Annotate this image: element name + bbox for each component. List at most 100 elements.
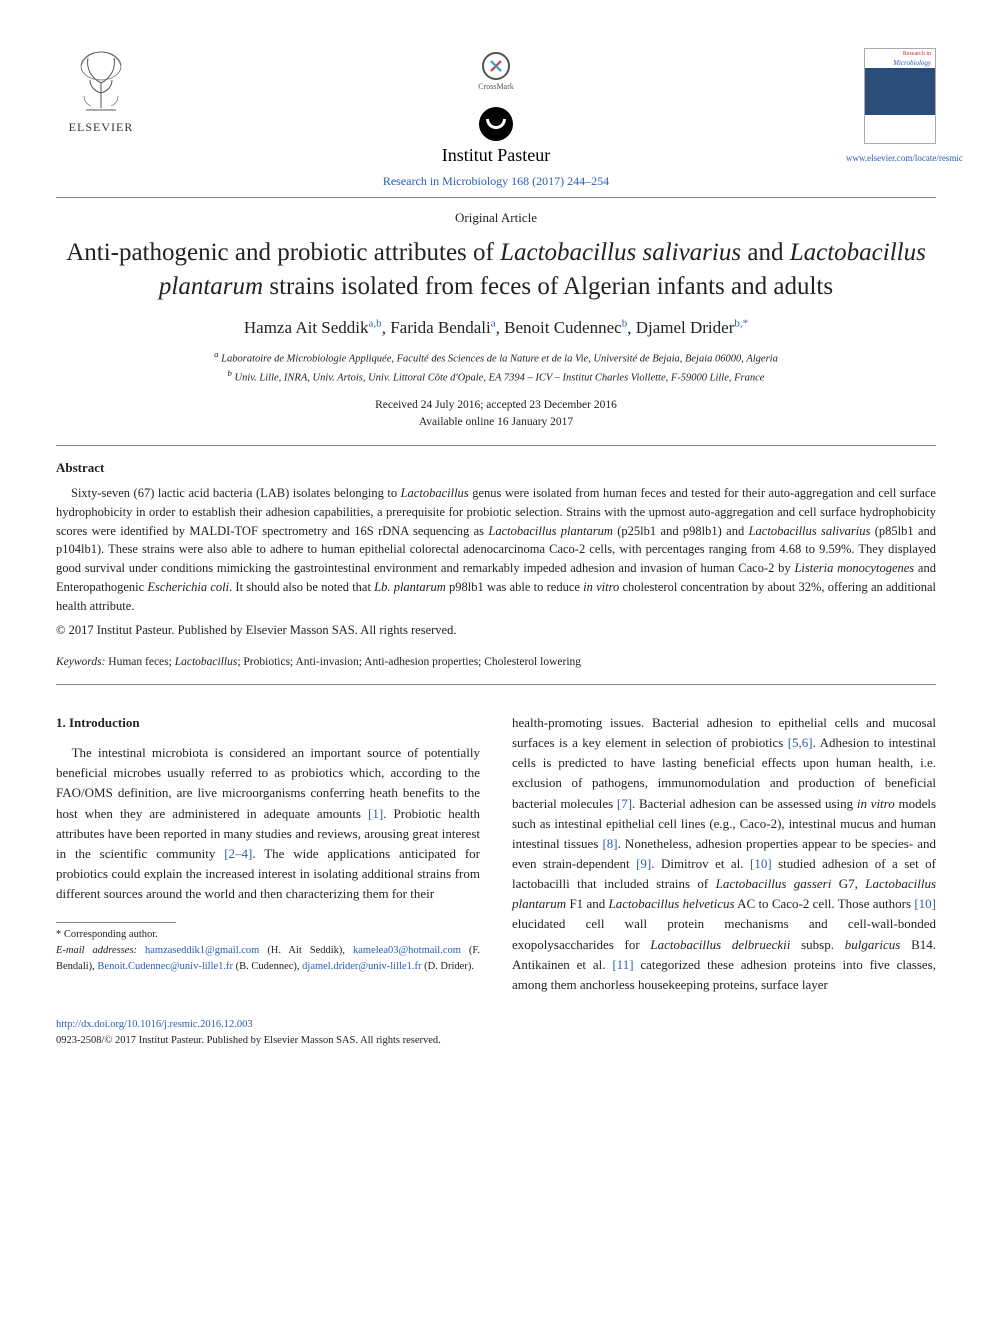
author-name: Hamza Ait Seddik — [244, 318, 369, 337]
italic-term: in vitro — [583, 580, 619, 594]
keywords-label: Keywords: — [56, 656, 105, 668]
author-name: Benoit Cudennec — [504, 318, 622, 337]
email-link[interactable]: hamzaseddik1@gmail.com — [145, 945, 259, 956]
article-type: Original Article — [56, 210, 936, 226]
email-link[interactable]: kamelea03@hotmail.com — [353, 945, 461, 956]
publisher-name: ELSEVIER — [69, 120, 134, 135]
author-affil-link[interactable]: a — [491, 318, 496, 330]
email-link[interactable]: djamel.drider@univ-lille1.fr — [302, 961, 421, 972]
doi-link[interactable]: http://dx.doi.org/10.1016/j.resmic.2016.… — [56, 1019, 253, 1030]
divider — [56, 445, 936, 446]
author-name: Djamel Drider — [636, 318, 735, 337]
species-name: Lactobacillus salivarius — [749, 524, 871, 538]
abstract-text: . It should also be noted that — [229, 580, 374, 594]
footnotes: * Corresponding author. E-mail addresses… — [56, 927, 480, 974]
title-species-1: Lactobacillus salivarius — [500, 239, 741, 266]
abstract-copyright: © 2017 Institut Pasteur. Published by El… — [56, 621, 936, 640]
citation-link[interactable]: [9] — [636, 856, 651, 871]
citation-link[interactable]: [5,6] — [788, 735, 813, 750]
title-text: and — [741, 239, 790, 266]
article-dates: Received 24 July 2016; accepted 23 Decem… — [56, 397, 936, 432]
divider — [56, 197, 936, 198]
citation-link[interactable]: [7] — [617, 796, 632, 811]
keywords-text: ; Probiotics; Anti-invasion; Anti-adhesi… — [237, 656, 581, 668]
keywords-line: Keywords: Human feces; Lactobacillus; Pr… — [56, 656, 936, 668]
citation-link[interactable]: [10] — [914, 896, 936, 911]
body-text: G7, — [831, 876, 865, 891]
email-owner: (B. Cudennec) — [236, 961, 297, 972]
corresponding-mark[interactable]: * — [743, 318, 749, 330]
keywords-text: Human feces; — [105, 656, 174, 668]
issn-copyright: 0923-2508/© 2017 Institut Pasteur. Publi… — [56, 1035, 441, 1046]
email-owner: (H. Ait Seddik) — [267, 945, 342, 956]
italic-term: in vitro — [857, 796, 895, 811]
author: Benoit Cudennecb — [504, 318, 627, 337]
email-label: E-mail addresses: — [56, 945, 137, 956]
species-name: Lactobacillus gasseri — [716, 876, 832, 891]
footnote-divider — [56, 922, 176, 923]
received-accepted: Received 24 July 2016; accepted 23 Decem… — [56, 397, 936, 414]
citation-link[interactable]: [11] — [612, 957, 633, 972]
abstract-body: Sixty-seven (67) lactic acid bacteria (L… — [56, 484, 936, 640]
right-column: health-promoting issues. Bacterial adhes… — [512, 713, 936, 995]
pasteur-text: Institut Pasteur — [442, 145, 551, 166]
author: Djamel Driderb,* — [636, 318, 748, 337]
species-name: bulgaricus — [845, 937, 901, 952]
affiliation-text: Laboratoire de Microbiologie Appliquée, … — [221, 354, 778, 365]
body-text: subsp. — [790, 937, 844, 952]
species-name: Lactobacillus helveticus — [609, 896, 735, 911]
journal-reference: Research in Microbiology 168 (2017) 244–… — [146, 174, 846, 189]
section-heading: 1. Introduction — [56, 713, 480, 733]
journal-cover-thumb[interactable] — [864, 48, 936, 144]
body-columns: 1. Introduction The intestinal microbiot… — [56, 713, 936, 995]
citation-link[interactable]: [10] — [750, 856, 772, 871]
crossmark-badge[interactable]: CrossMark — [478, 52, 514, 91]
body-text: . Dimitrov et al. — [651, 856, 750, 871]
publisher-logo[interactable]: ELSEVIER — [56, 48, 146, 135]
page-footer: http://dx.doi.org/10.1016/j.resmic.2016.… — [56, 1017, 936, 1049]
author: Farida Bendalia — [390, 318, 495, 337]
species-name: Lactobacillus — [401, 486, 469, 500]
available-online: Available online 16 January 2017 — [56, 414, 936, 431]
institut-pasteur-logo: Institut Pasteur — [146, 107, 846, 166]
body-text: . Bacterial adhesion can be assessed usi… — [632, 796, 857, 811]
left-column: 1. Introduction The intestinal microbiot… — [56, 713, 480, 995]
intro-paragraph: The intestinal microbiota is considered … — [56, 743, 480, 904]
affiliations: a Laboratoire de Microbiologie Appliquée… — [56, 348, 936, 386]
species-name: Lactobacillus delbrueckii — [650, 937, 790, 952]
citation-link[interactable]: [8] — [602, 836, 617, 851]
citation-link[interactable]: [2–4] — [224, 846, 252, 861]
pasteur-icon — [479, 107, 513, 141]
title-text: strains isolated from feces of Algerian … — [263, 273, 833, 300]
crossmark-label: CrossMark — [478, 82, 514, 91]
intro-paragraph-cont: health-promoting issues. Bacterial adhes… — [512, 713, 936, 995]
species-name: Lb. plantarum — [374, 580, 446, 594]
citation-link[interactable]: [1] — [368, 806, 383, 821]
crossmark-icon — [482, 52, 510, 80]
species-name: Lactobacillus plantarum — [488, 524, 613, 538]
species-name: Listeria monocytogenes — [794, 561, 914, 575]
body-text: F1 and — [566, 896, 608, 911]
elsevier-tree-icon — [66, 48, 136, 118]
email-addresses: E-mail addresses: hamzaseddik1@gmail.com… — [56, 943, 480, 975]
author-name: Farida Bendali — [390, 318, 491, 337]
header-center: CrossMark Institut Pasteur Research in M… — [146, 48, 846, 189]
email-link[interactable]: Benoit.Cudennec@univ-lille1.fr — [97, 961, 233, 972]
author-affil-link[interactable]: b — [622, 318, 628, 330]
author-affil-link[interactable]: b, — [734, 318, 742, 330]
email-owner: (D. Drider) — [424, 961, 471, 972]
header-row: ELSEVIER CrossMark Institut Pasteur Rese… — [56, 48, 936, 189]
species-name: Escherichia coli — [147, 580, 229, 594]
corresponding-note: * Corresponding author. — [56, 927, 480, 943]
article-title: Anti-pathogenic and probiotic attributes… — [66, 236, 926, 304]
species-name: Lactobacillus — [175, 656, 238, 668]
journal-cover-block: www.elsevier.com/locate/resmic — [846, 48, 936, 163]
affiliation-a: a Laboratoire de Microbiologie Appliquée… — [56, 348, 936, 367]
abstract-text: Sixty-seven (67) lactic acid bacteria (L… — [71, 486, 401, 500]
author-affil-link[interactable]: a,b — [369, 318, 382, 330]
body-text: AC to Caco-2 cell. Those authors — [735, 896, 915, 911]
locate-link[interactable]: www.elsevier.com/locate/resmic — [846, 153, 936, 163]
abstract-text: p98lb1 was able to reduce — [446, 580, 583, 594]
author: Hamza Ait Seddika,b — [244, 318, 382, 337]
authors-line: Hamza Ait Seddika,b, Farida Bendalia, Be… — [56, 318, 936, 339]
